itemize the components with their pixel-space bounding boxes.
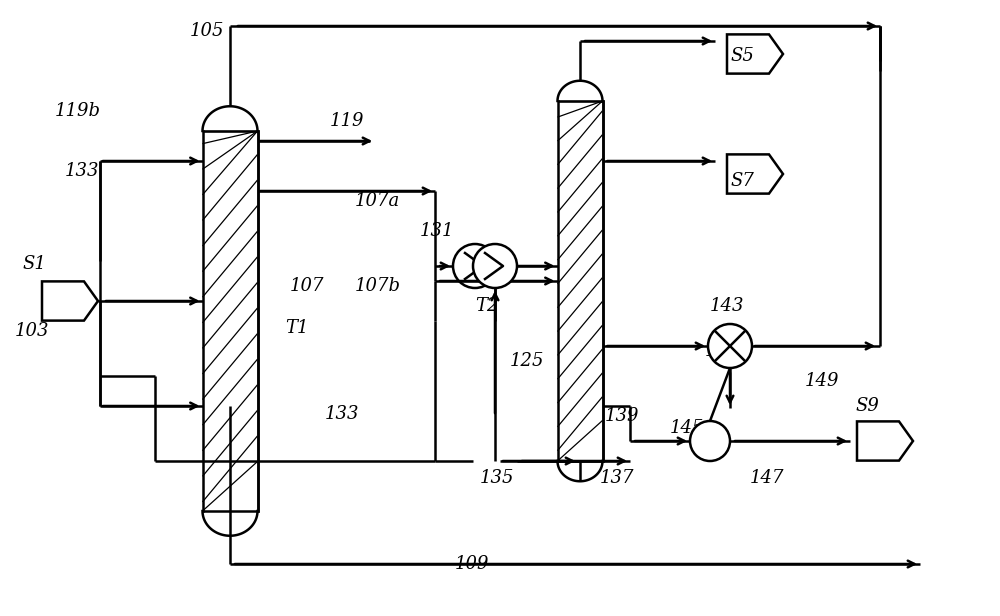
Text: 137: 137 [600,469,635,487]
Text: 135: 135 [480,469,514,487]
Text: 107: 107 [290,277,325,295]
Circle shape [473,244,517,288]
Text: 107a: 107a [355,192,400,210]
Text: S9: S9 [855,397,879,415]
Text: 145: 145 [670,419,704,437]
Text: 109: 109 [455,555,490,573]
Text: 143: 143 [710,297,744,315]
Text: 119: 119 [330,112,365,130]
Text: 133: 133 [65,162,100,180]
Text: S5: S5 [730,47,754,65]
Text: 141: 141 [705,342,740,360]
Circle shape [708,324,752,368]
Text: T1: T1 [285,319,309,337]
Text: 131: 131 [420,222,455,240]
Text: 119b: 119b [55,102,101,120]
Circle shape [690,421,730,461]
Text: 133: 133 [325,405,360,423]
Text: 139: 139 [605,407,640,425]
Text: T2: T2 [475,297,499,315]
Text: S1: S1 [22,255,46,273]
Text: 103: 103 [15,322,50,340]
Text: 125: 125 [510,352,544,370]
Text: S7: S7 [730,172,754,190]
Text: 107b: 107b [355,277,401,295]
Text: 147: 147 [750,469,784,487]
Text: 105: 105 [190,22,225,40]
Text: 149: 149 [805,372,840,390]
